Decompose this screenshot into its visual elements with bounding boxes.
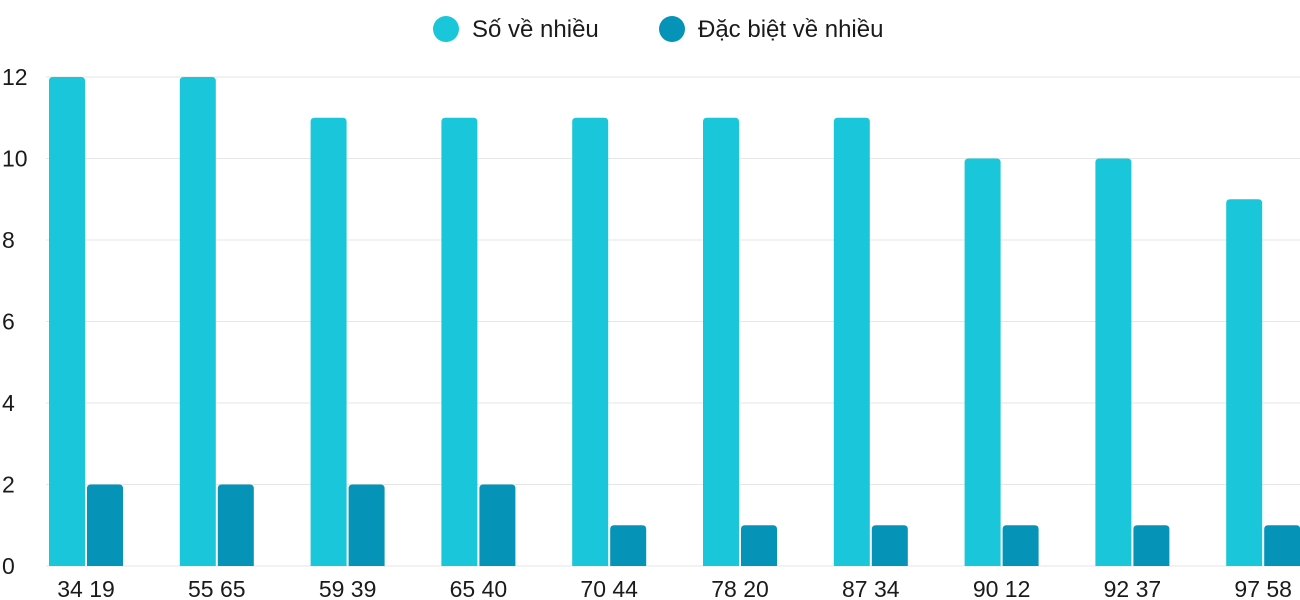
x-tick-label: 70 44 [580,576,638,600]
bar-dac-biet-ve-nhieu-34-19[interactable] [87,484,123,567]
x-tick-label: 65 40 [450,576,508,600]
bar-dac-biet-ve-nhieu-55-65[interactable] [217,484,254,567]
legend: Số về nhiều Đặc biệt về nhiều [433,16,883,43]
x-axis-ticks: 34 19 55 65 59 39 65 40 70 44 78 20 87 34 90 12… [57,576,1292,600]
x-tick-label: 59 39 [319,576,377,600]
y-axis-ticks: 0 2 4 6 8 10 12 [2,64,28,579]
x-tick-label: 87 34 [842,576,900,600]
y-tick-label: 6 [2,309,15,335]
bar-dac-biet-ve-nhieu-92-37[interactable] [1133,525,1170,566]
bars [49,77,1300,566]
bar-dac-biet-ve-nhieu-78-20[interactable] [741,525,777,566]
x-tick-label: 97 58 [1234,576,1292,600]
bar-so-ve-nhieu-65-40[interactable] [441,117,478,566]
bar-dac-biet-ve-nhieu-97-58[interactable] [1264,525,1300,566]
x-tick-label: 34 19 [57,576,115,600]
legend-marker-dac-biet-ve-nhieu [659,16,685,42]
bar-so-ve-nhieu-55-65[interactable] [179,77,216,566]
legend-label-so-ve-nhieu: Số về nhiều [472,16,599,43]
bar-so-ve-nhieu-34-19[interactable] [49,77,85,566]
y-tick-label: 10 [2,146,28,172]
y-tick-label: 12 [2,64,28,90]
y-tick-label: 4 [2,390,15,416]
bar-so-ve-nhieu-90-12[interactable] [964,158,1001,567]
grid-lines [46,76,1300,567]
bar-so-ve-nhieu-87-34[interactable] [833,117,870,566]
bar-so-ve-nhieu-78-20[interactable] [703,117,739,566]
bar-dac-biet-ve-nhieu-65-40[interactable] [479,484,516,567]
legend-item-so-ve-nhieu[interactable]: Số về nhiều [433,16,599,43]
x-tick-label: 78 20 [711,576,769,600]
bar-dac-biet-ve-nhieu-87-34[interactable] [871,525,908,566]
y-tick-label: 8 [2,227,15,253]
bar-dac-biet-ve-nhieu-59-39[interactable] [348,484,385,567]
legend-marker-so-ve-nhieu [433,16,459,42]
legend-label-dac-biet-ve-nhieu: Đặc biệt về nhiều [698,16,883,43]
x-tick-label: 92 37 [1104,576,1162,600]
bar-dac-biet-ve-nhieu-90-12[interactable] [1002,525,1039,566]
bar-dac-biet-ve-nhieu-70-44[interactable] [610,525,647,566]
bar-so-ve-nhieu-59-39[interactable] [310,117,347,566]
y-tick-label: 2 [2,472,15,498]
bar-so-ve-nhieu-70-44[interactable] [572,117,609,566]
y-tick-label: 0 [2,553,15,579]
x-tick-label: 90 12 [973,576,1031,600]
bar-so-ve-nhieu-97-58[interactable] [1226,199,1263,566]
bar-so-ve-nhieu-92-37[interactable] [1095,158,1132,567]
legend-item-dac-biet-ve-nhieu[interactable]: Đặc biệt về nhiều [659,16,883,43]
x-tick-label: 55 65 [188,576,246,600]
